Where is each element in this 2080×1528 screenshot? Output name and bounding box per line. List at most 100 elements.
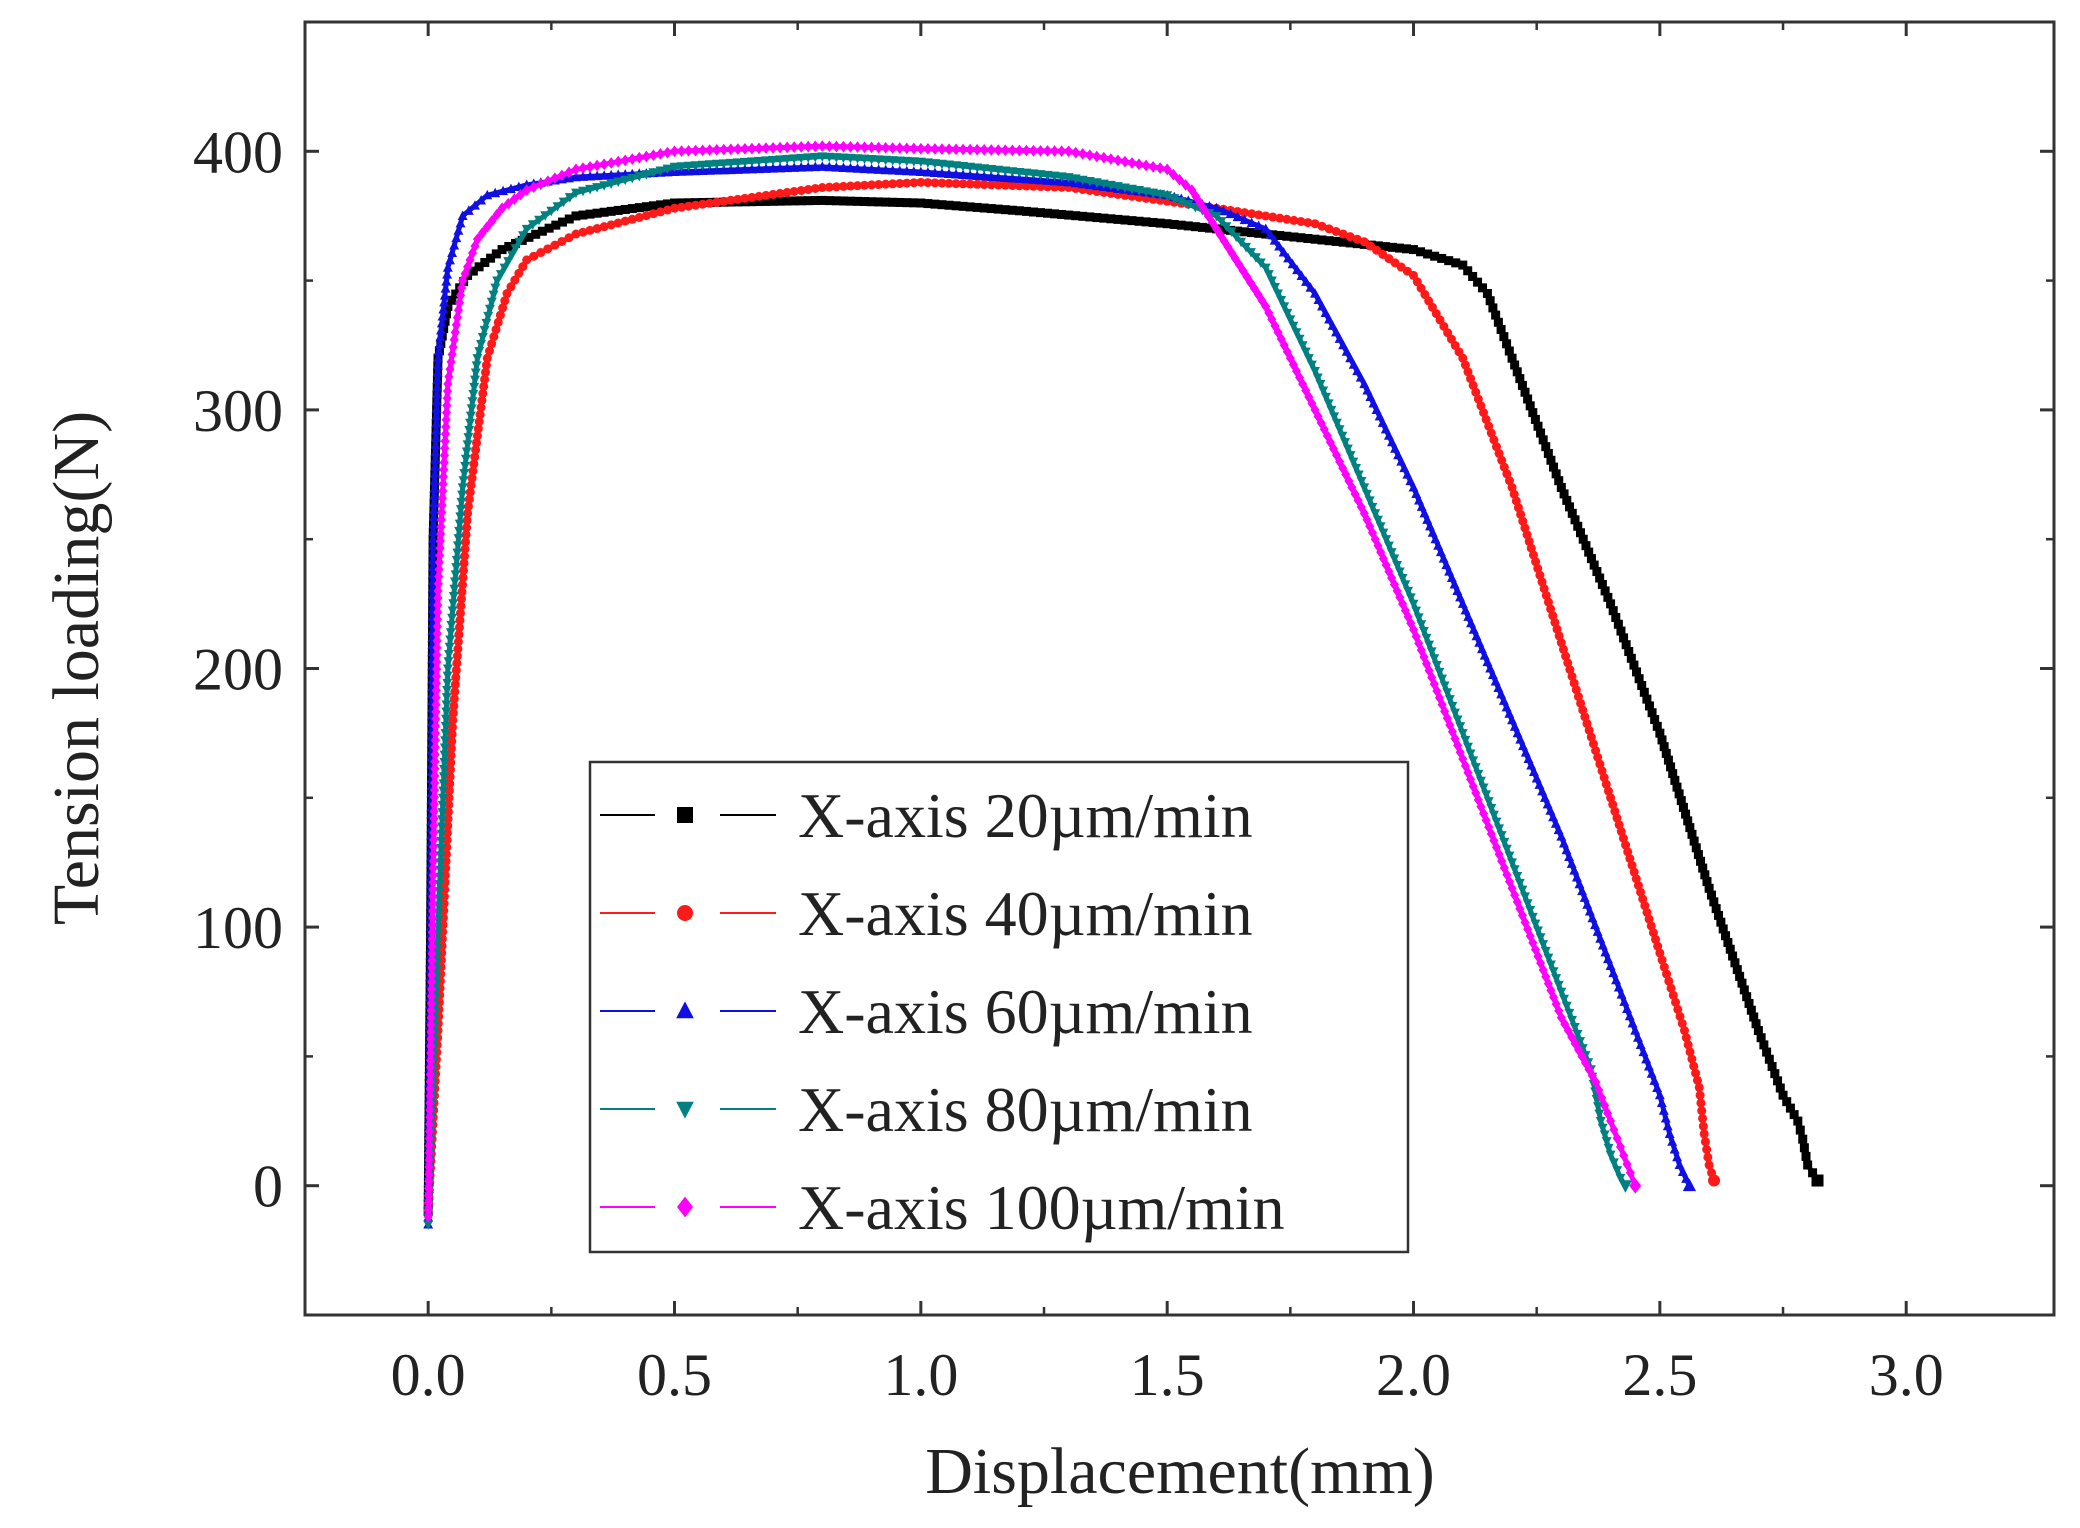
data-point	[1728, 951, 1738, 961]
data-point	[1078, 211, 1088, 221]
data-point	[423, 1196, 433, 1209]
data-point	[469, 382, 480, 393]
data-point	[446, 356, 456, 368]
data-point	[1007, 181, 1017, 191]
data-point	[432, 381, 443, 392]
data-point	[930, 143, 940, 155]
data-point	[432, 670, 442, 683]
data-point	[831, 140, 841, 153]
data-point	[606, 220, 616, 230]
data-point	[1447, 725, 1457, 738]
data-point	[1155, 162, 1165, 174]
data-point	[1678, 802, 1688, 812]
data-point	[1652, 1082, 1663, 1093]
data-point	[838, 140, 848, 153]
data-point	[1460, 360, 1470, 370]
data-point	[796, 185, 806, 195]
data-point	[451, 563, 462, 573]
data-point	[1247, 228, 1257, 238]
data-point	[484, 346, 494, 356]
data-point	[1595, 1117, 1606, 1127]
data-point	[455, 217, 466, 228]
data-point	[1504, 476, 1514, 486]
data-point	[817, 152, 828, 162]
data-point	[1327, 320, 1338, 330]
data-point	[440, 283, 451, 293]
data-point	[1310, 404, 1320, 416]
data-point	[1657, 955, 1667, 965]
data-point	[439, 297, 450, 307]
data-point	[634, 172, 645, 182]
data-point	[1195, 197, 1205, 209]
data-point	[599, 170, 610, 180]
data-point	[1324, 224, 1334, 234]
data-point	[1287, 258, 1298, 269]
data-point	[428, 876, 438, 889]
series-4	[423, 152, 1632, 1230]
data-point	[747, 142, 757, 155]
data-point	[1799, 1143, 1809, 1153]
data-point	[1497, 455, 1507, 465]
data-point	[979, 143, 989, 156]
data-point	[1592, 567, 1602, 577]
data-point	[796, 153, 807, 164]
data-point	[1218, 205, 1229, 216]
data-point	[426, 1025, 436, 1038]
data-point	[1603, 1143, 1614, 1154]
data-point	[1597, 579, 1607, 589]
data-point	[428, 905, 438, 917]
data-point	[1266, 276, 1277, 286]
data-point	[1312, 373, 1323, 383]
data-point	[1608, 1158, 1619, 1168]
data-point	[426, 1040, 436, 1052]
data-point	[1260, 263, 1271, 274]
data-point	[433, 592, 443, 604]
data-point	[1457, 729, 1468, 739]
data-point	[1615, 1173, 1626, 1184]
data-point	[585, 184, 595, 195]
data-point	[438, 478, 448, 490]
data-point	[1401, 244, 1411, 254]
data-point	[782, 162, 793, 173]
data-point	[1190, 222, 1200, 232]
data-point	[1471, 387, 1481, 397]
data-point	[1465, 749, 1476, 759]
data-point	[529, 251, 539, 261]
data-point	[1141, 217, 1151, 227]
data-point	[922, 167, 933, 177]
data-point	[1798, 1134, 1808, 1144]
data-point	[426, 1033, 436, 1045]
data-point	[1470, 763, 1481, 773]
data-point	[1372, 515, 1383, 526]
data-point	[1504, 851, 1515, 862]
data-point	[430, 748, 440, 761]
data-point	[516, 188, 526, 201]
data-point	[606, 169, 617, 180]
data-point	[1106, 214, 1116, 224]
data-point	[1601, 1137, 1612, 1147]
data-point	[431, 705, 441, 718]
data-point	[1622, 1158, 1632, 1170]
data-point	[490, 187, 501, 198]
data-point	[440, 428, 450, 440]
data-point	[838, 153, 849, 163]
data-point	[423, 1210, 433, 1223]
data-point	[486, 297, 497, 308]
data-point	[1250, 253, 1261, 263]
data-point	[1141, 187, 1152, 197]
data-point	[1613, 619, 1623, 629]
data-point	[481, 318, 492, 329]
data-point	[754, 163, 764, 174]
data-point	[551, 220, 561, 230]
data-point	[1105, 180, 1116, 191]
data-point	[1176, 197, 1187, 207]
data-point	[1197, 222, 1207, 232]
data-point	[1676, 796, 1686, 806]
data-point	[1520, 387, 1530, 397]
data-point	[1294, 334, 1305, 345]
data-point	[1612, 1166, 1623, 1176]
data-point	[438, 913, 448, 923]
data-point	[439, 906, 449, 916]
data-point	[558, 217, 568, 227]
data-point	[1411, 606, 1422, 617]
